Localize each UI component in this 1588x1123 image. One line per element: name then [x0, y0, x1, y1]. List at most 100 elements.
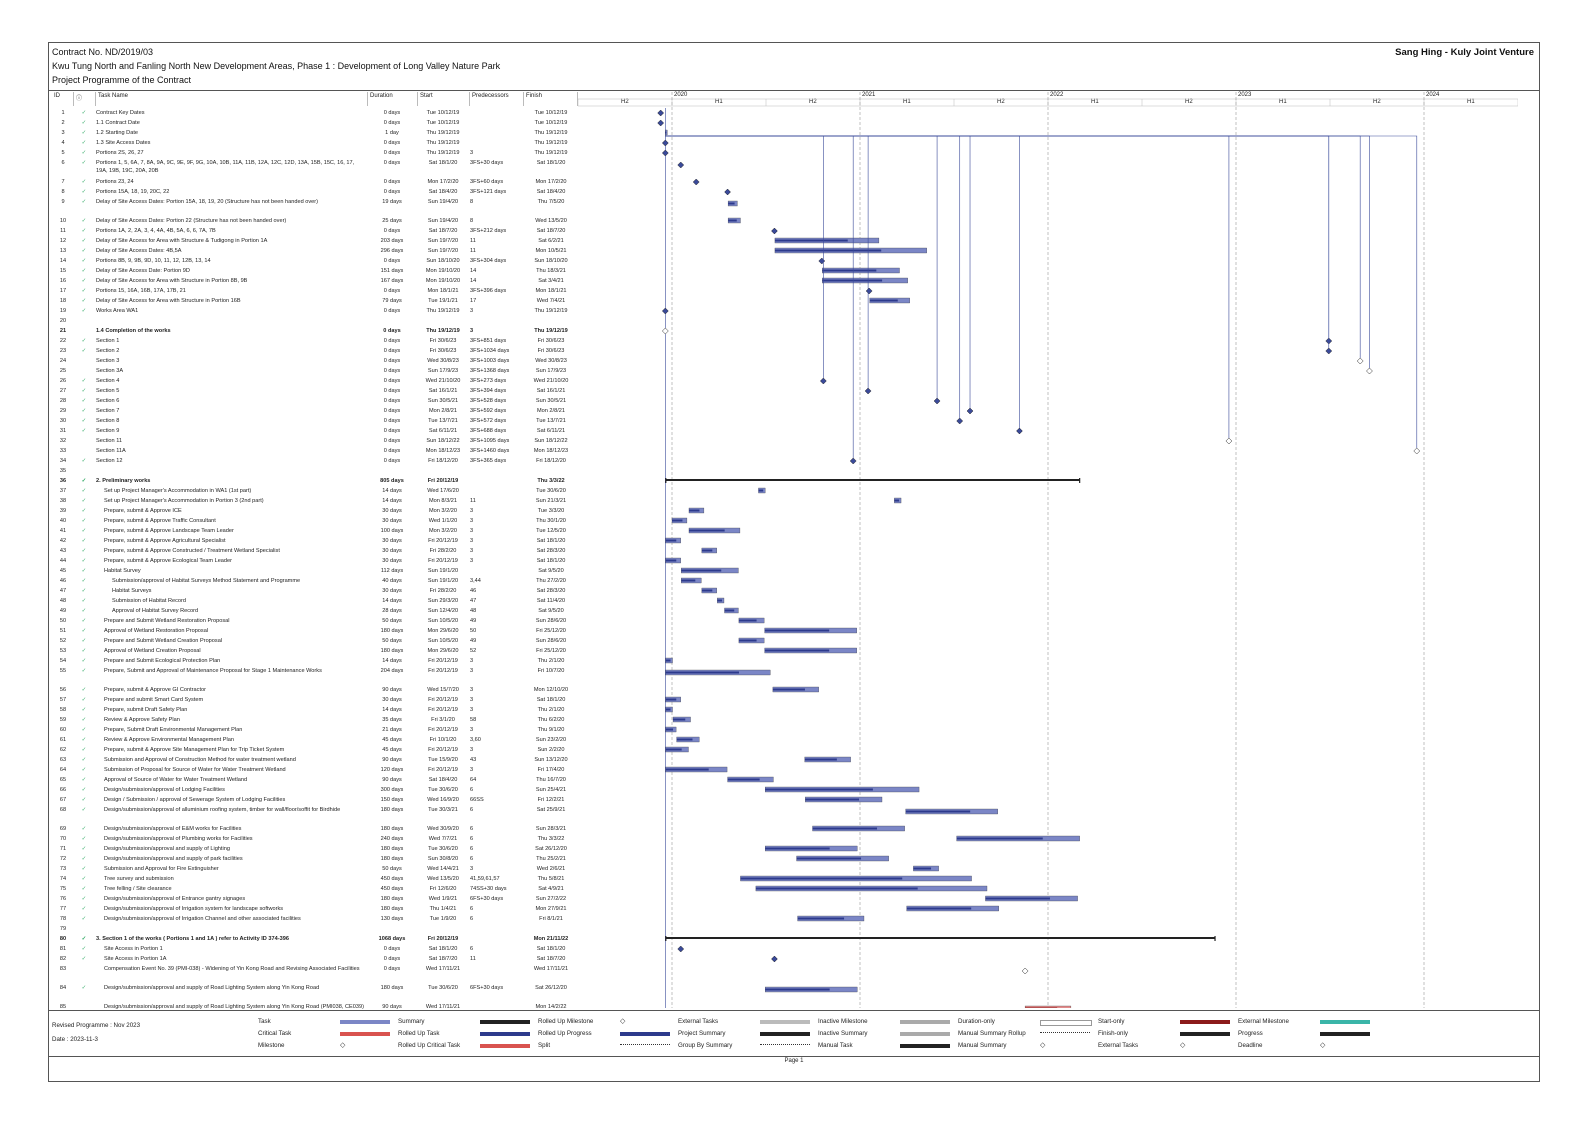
task-row[interactable]: 35	[52, 466, 578, 476]
task-row[interactable]: 21 1.4 Completion of the works 0 days Thu 1…	[52, 326, 578, 336]
task-row[interactable]: 68 ✓ Design/submission/approval of allumin…	[52, 805, 578, 825]
task-start: Fri 3/1/20	[431, 717, 455, 723]
task-row[interactable]: 2 ✓ 1.1 Contract Date 0 days Tue 10/12/19 Tue…	[52, 118, 578, 128]
legend-label: External Tasks	[678, 1018, 719, 1025]
task-row[interactable]: 75 ✓ Tree felling / Site clearance 450 days…	[52, 884, 578, 894]
task-row[interactable]: 52 ✓ Prepare and Submit Wetland Creation P…	[52, 636, 578, 646]
task-row[interactable]: 28 ✓ Section 6 0 days Sun 30/5/21 3FS+528 day…	[52, 396, 578, 406]
task-row[interactable]: 54 ✓ Prepare and Submit Ecological Protect…	[52, 656, 578, 666]
task-row[interactable]: 71 ✓ Design/submission/approval and supply…	[52, 844, 578, 854]
task-row[interactable]: 20	[52, 316, 578, 326]
task-row[interactable]: 81 ✓ Site Access in Portion 1 0 days Sat 18/…	[52, 944, 578, 954]
task-row[interactable]: 65 ✓ Approval of Source of Water for Water…	[52, 775, 578, 785]
task-row[interactable]: 40 ✓ Prepare, submit & Approve Traffic Con…	[52, 516, 578, 526]
task-row[interactable]: 60 ✓ Prepare, Submit Draft Environmental M…	[52, 725, 578, 735]
task-row[interactable]: 51 ✓ Approval of Wetland Restoration Propo…	[52, 626, 578, 636]
task-row[interactable]: 17 ✓ Portions 15, 16A, 16B, 17A, 17B, 21 0 …	[52, 286, 578, 296]
task-row[interactable]: 55 ✓ Prepare, Submit and Approval of Maint…	[52, 666, 578, 686]
task-row[interactable]: 10 ✓ Delay of Site Access Dates: Portion 2…	[52, 216, 578, 226]
task-row[interactable]: 77 ✓ Design/submission/approval of Irrigat…	[52, 904, 578, 914]
task-row[interactable]: 42 ✓ Prepare, submit & Approve Agricultura…	[52, 536, 578, 546]
task-row[interactable]: 64 ✓ Submission of Proposal for Source of …	[52, 765, 578, 775]
task-row[interactable]: 13 ✓ Delay of Site Access Dates: 4B,5A 296 …	[52, 246, 578, 256]
task-row[interactable]: 19 ✓ Works Area WA1 0 days Thu 19/12/19 3 Thu …	[52, 306, 578, 316]
task-row[interactable]: 73 ✓ Submission and Approval for Fire Exti…	[52, 864, 578, 874]
task-row[interactable]: 83 Compensation Event No. 39 (PMI-038) - …	[52, 964, 578, 984]
task-row[interactable]: 6 ✓ Portions 1, 5, 6A, 7, 8A, 9A, 9C, 9E, …	[52, 158, 578, 178]
task-row[interactable]: 84 ✓ Design/submission/approval and supply…	[52, 983, 578, 1003]
task-row[interactable]: 58 ✓ Prepare, submit Draft Safety Plan 14 d…	[52, 705, 578, 715]
task-row[interactable]: 67 ✓ Design / Submission / approval of Sew…	[52, 795, 578, 805]
task-row[interactable]: 56 ✓ Prepare, submit & Approve GI Contract…	[52, 685, 578, 695]
task-row[interactable]: 41 ✓ Prepare, submit & Approve Landscape T…	[52, 526, 578, 536]
task-id: 74	[59, 876, 67, 882]
task-row[interactable]: 61 ✓ Review & Approve Environmental Manage…	[52, 735, 578, 745]
task-start: Sat 16/1/21	[428, 388, 458, 394]
done-check-icon: ✓	[81, 478, 87, 484]
task-row[interactable]: 72 ✓ Design/submission/approval and supply…	[52, 854, 578, 864]
task-row[interactable]: 39 ✓ Prepare, submit & Approve ICE 30 days M…	[52, 506, 578, 516]
task-row[interactable]: 76 ✓ Design/submission/approval of Entranc…	[52, 894, 578, 904]
task-row[interactable]: 32 Section 11 0 days Sun 18/12/22 3FS+1095 d…	[52, 436, 578, 446]
task-row[interactable]: 47 ✓ Habitat Surveys 30 days Fri 28/2/20 46 Sa…	[52, 586, 578, 596]
task-row[interactable]: 30 ✓ Section 8 0 days Tue 13/7/21 3FS+572 day…	[52, 416, 578, 426]
task-row[interactable]: 82 ✓ Site Access in Portion 1A 0 days Sat 18…	[52, 954, 578, 964]
task-row[interactable]: 74 ✓ Tree survey and submission 450 days Wed…	[52, 874, 578, 884]
task-row[interactable]: 18 ✓ Delay of Site Access for Area with St…	[52, 296, 578, 306]
task-row[interactable]: 34 ✓ Section 12 0 days Fri 18/12/20 3FS+365 d…	[52, 456, 578, 466]
task-row[interactable]: 46 ✓ Submission/approval of Habitat Survey…	[52, 576, 578, 586]
task-row[interactable]: 23 ✓ Section 2 0 days Fri 30/6/23 3FS+1034 da…	[52, 346, 578, 356]
task-finish: Thu 19/12/19	[534, 130, 568, 136]
task-row[interactable]: 14 ✓ Portions 8B, 9, 9B, 9D, 10, 11, 12, 1…	[52, 256, 578, 266]
task-row[interactable]: 79	[52, 924, 578, 934]
task-row[interactable]: 22 ✓ Section 1 0 days Fri 30/6/23 3FS+851 day…	[52, 336, 578, 346]
task-row[interactable]: 12 ✓ Delay of Site Access for Area with St…	[52, 236, 578, 246]
task-row[interactable]: 9 ✓ Delay of Site Access Dates: Portion 15…	[52, 197, 578, 217]
task-row[interactable]: 80 ✓ 3. Section 1 of the works ( Portions …	[52, 934, 578, 944]
task-row[interactable]: 27 ✓ Section 5 0 days Sat 16/1/21 3FS+394 day…	[52, 386, 578, 396]
task-row[interactable]: 8 ✓ Portions 15A, 18, 19, 20C, 22 0 days Sat…	[52, 187, 578, 197]
task-row[interactable]: 37 ✓ Set up Project Manager's Accommodatio…	[52, 486, 578, 496]
task-row[interactable]: 50 ✓ Prepare and Submit Wetland Restoratio…	[52, 616, 578, 626]
task-row[interactable]: 78 ✓ Design/submission/approval of Irrigat…	[52, 914, 578, 924]
progress-bar	[822, 279, 883, 282]
task-row[interactable]: 5 ✓ Portions 2S, 26, 27 0 days Thu 19/12/19 3…	[52, 148, 578, 158]
task-row[interactable]: 53 ✓ Approval of Wetland Creation Proposal…	[52, 646, 578, 656]
task-row[interactable]: 25 Section 3A 0 days Sun 17/9/23 3FS+1368 da…	[52, 366, 578, 376]
task-row[interactable]: 49 ✓ Approval of Habitat Survey Record 28 d…	[52, 606, 578, 616]
task-predecessors: 3	[470, 866, 474, 872]
task-row[interactable]: 62 ✓ Prepare, submit & Approve Site Manage…	[52, 745, 578, 755]
task-row[interactable]: 15 ✓ Delay of Site Access Date: Portion 9D…	[52, 266, 578, 276]
task-row[interactable]: 1 ✓ Contract Key Dates 0 days Tue 10/12/19 Tu…	[52, 108, 578, 118]
task-row[interactable]: 44 ✓ Prepare, submit & Approve Ecological …	[52, 556, 578, 566]
task-row[interactable]: 11 ✓ Portions 1A, 2, 2A, 3, 4, 4A, 4B, 5A,…	[52, 226, 578, 236]
task-name: Prepare and Submit Wetland Restoration P…	[104, 618, 230, 624]
task-row[interactable]: 36 ✓ 2. Preliminary works 805 days Fri 20/12…	[52, 476, 578, 486]
task-row[interactable]: 69 ✓ Design/submission/approval of E&M wor…	[52, 824, 578, 834]
task-row[interactable]: 29 ✓ Section 7 0 days Mon 2/8/21 3FS+592 days…	[52, 406, 578, 416]
task-finish: Sun 23/2/20	[535, 737, 567, 743]
task-duration: 30 days	[382, 518, 402, 524]
task-row[interactable]: 16 ✓ Delay of Site Access for Area with St…	[52, 276, 578, 286]
task-duration: 240 days	[380, 836, 404, 842]
task-row[interactable]: 3 ✓ 1.2 Starting Date 1 day Thu 19/12/19 Thu …	[52, 128, 578, 138]
task-row[interactable]: 66 ✓ Design/submission/approval of Lodging…	[52, 785, 578, 795]
task-id: 65	[59, 777, 67, 783]
task-row[interactable]: 59 ✓ Review & Approve Safety Plan 35 days Fr…	[52, 715, 578, 725]
task-row[interactable]: 26 ✓ Section 4 0 days Wed 21/10/20 3FS+273 da…	[52, 376, 578, 386]
task-row[interactable]: 70 ✓ Design/submission/approval of Plumbin…	[52, 834, 578, 844]
task-row[interactable]: 48 ✓ Submission of Habitat Record 14 days Su…	[52, 596, 578, 606]
done-check-icon: ✓	[81, 668, 87, 674]
task-row[interactable]: 43 ✓ Prepare, submit & Approve Constructed…	[52, 546, 578, 556]
task-start: Fri 20/12/19	[427, 478, 459, 484]
task-row[interactable]: 7 ✓ Portions 23, 24 0 days Mon 17/2/20 3FS+60…	[52, 177, 578, 187]
task-row[interactable]: 57 ✓ Prepare and submit Smart Card System 3…	[52, 695, 578, 705]
task-row[interactable]: 31 ✓ Section 9 0 days Sat 6/11/21 3FS+688 day…	[52, 426, 578, 436]
task-row[interactable]: 45 ✓ Habitat Survey 112 days Sun 19/1/20 Sat …	[52, 566, 578, 576]
task-row[interactable]: 38 ✓ Set up Project Manager's Accommodatio…	[52, 496, 578, 506]
task-row[interactable]: 85 Design/submission/approval and supply …	[52, 1002, 578, 1022]
task-row[interactable]: 63 ✓ Submission and Approval of Constructi…	[52, 755, 578, 765]
task-row[interactable]: 24 Section 3 0 days Wed 30/8/23 3FS+1003 day…	[52, 356, 578, 366]
task-row[interactable]: 33 Section 11A 0 days Mon 18/12/23 3FS+1460 …	[52, 446, 578, 456]
task-row[interactable]: 4 ✓ 1.3 Site Access Dates 0 days Thu 19/12/1…	[52, 138, 578, 148]
